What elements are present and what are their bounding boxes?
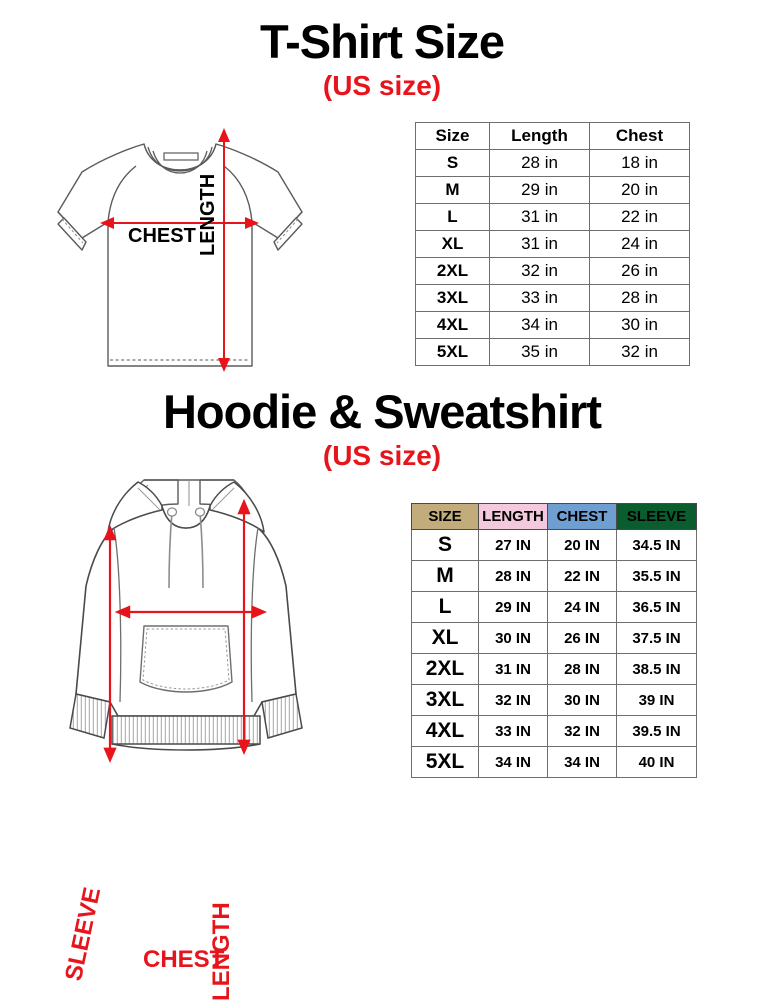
cell-length: 29 in <box>489 176 590 204</box>
hoodie-table-container: SIZE LENGTH CHEST SLEEVE S 27 IN 20 IN 3… <box>411 503 697 778</box>
cell-chest: 28 IN <box>547 653 617 685</box>
hoodie-size-table: SIZE LENGTH CHEST SLEEVE S 27 IN 20 IN 3… <box>411 503 697 778</box>
table-row: M 29 in 20 in <box>415 176 690 204</box>
cell-length: 27 IN <box>478 529 548 561</box>
cell-chest: 20 in <box>589 176 690 204</box>
table-row: 2XL 31 IN 28 IN 38.5 IN <box>411 653 697 685</box>
cell-size: 4XL <box>411 715 479 747</box>
table-row: S 28 in 18 in <box>415 149 690 177</box>
cell-size: 4XL <box>415 311 490 339</box>
cell-chest: 32 IN <box>547 715 617 747</box>
tshirt-length-label: LENGTH <box>197 173 219 256</box>
tshirt-title: T-Shirt Size <box>260 15 505 68</box>
table-row: 3XL 33 in 28 in <box>415 284 690 312</box>
cell-length: 34 IN <box>478 746 548 778</box>
cell-chest: 22 IN <box>547 560 617 592</box>
cell-size: XL <box>415 230 490 258</box>
cell-size: 2XL <box>411 653 479 685</box>
cell-chest: 30 IN <box>547 684 617 716</box>
cell-sleeve: 35.5 IN <box>616 560 697 592</box>
cell-length: 34 in <box>489 311 590 339</box>
cell-sleeve: 37.5 IN <box>616 622 697 654</box>
table-row: XL 30 IN 26 IN 37.5 IN <box>411 622 697 654</box>
th-length: LENGTH <box>478 503 548 530</box>
table-row: M 28 IN 22 IN 35.5 IN <box>411 560 697 592</box>
hoodie-subtitle: (US size) <box>322 440 442 471</box>
cell-length: 30 IN <box>478 622 548 654</box>
cell-size: S <box>415 149 490 177</box>
cell-length: 29 IN <box>478 591 548 623</box>
cell-size: L <box>411 591 479 623</box>
cell-length: 28 in <box>489 149 590 177</box>
th-sleeve: SLEEVE <box>616 503 697 530</box>
th-chest: CHEST <box>547 503 617 530</box>
hoodie-section: Hoodie & Sweatshirt (US size) <box>0 388 764 1001</box>
cell-size: 3XL <box>415 284 490 312</box>
cell-size: L <box>415 203 490 231</box>
table-row: S 27 IN 20 IN 34.5 IN <box>411 529 697 561</box>
cell-length: 31 in <box>489 230 590 258</box>
cell-size: S <box>411 529 479 561</box>
hoodie-length-label: LENGTH <box>208 902 235 1001</box>
table-row: L 29 IN 24 IN 36.5 IN <box>411 591 697 623</box>
table-header-row: Size Length Chest <box>415 122 690 150</box>
table-row: 2XL 32 in 26 in <box>415 257 690 285</box>
hoodie-illustration <box>69 479 303 763</box>
th-size: Size <box>415 122 490 150</box>
cell-chest: 32 in <box>589 338 690 366</box>
tshirt-title-block: T-Shirt Size (US size) <box>0 18 764 100</box>
cell-chest: 20 IN <box>547 529 617 561</box>
th-length: Length <box>489 122 590 150</box>
table-row: 4XL 34 in 30 in <box>415 311 690 339</box>
th-chest: Chest <box>589 122 690 150</box>
table-row: 5XL 35 in 32 in <box>415 338 690 366</box>
cell-chest: 24 in <box>589 230 690 258</box>
cell-size: XL <box>411 622 479 654</box>
cell-length: 32 IN <box>478 684 548 716</box>
cell-chest: 22 in <box>589 203 690 231</box>
cell-size: M <box>411 560 479 592</box>
cell-size: M <box>415 176 490 204</box>
table-row: L 31 in 22 in <box>415 203 690 231</box>
cell-chest: 18 in <box>589 149 690 177</box>
cell-chest: 28 in <box>589 284 690 312</box>
cell-size: 5XL <box>411 746 479 778</box>
cell-sleeve: 39.5 IN <box>616 715 697 747</box>
cell-sleeve: 34.5 IN <box>616 529 697 561</box>
cell-chest: 24 IN <box>547 591 617 623</box>
th-size: SIZE <box>411 503 479 530</box>
cell-length: 33 IN <box>478 715 548 747</box>
cell-sleeve: 39 IN <box>616 684 697 716</box>
cell-chest: 30 in <box>589 311 690 339</box>
cell-chest: 26 in <box>589 257 690 285</box>
cell-length: 35 in <box>489 338 590 366</box>
table-row: XL 31 in 24 in <box>415 230 690 258</box>
tshirt-size-table: Size Length Chest S 28 in 18 in M 29 in … <box>415 122 690 366</box>
cell-length: 32 in <box>489 257 590 285</box>
cell-sleeve: 38.5 IN <box>616 653 697 685</box>
cell-length: 31 IN <box>478 653 548 685</box>
table-header-row: SIZE LENGTH CHEST SLEEVE <box>411 503 697 530</box>
tshirt-chest-label: CHEST <box>128 225 196 247</box>
table-row: 3XL 32 IN 30 IN 39 IN <box>411 684 697 716</box>
hoodie-sleeve-label: SLEEVE <box>60 884 107 984</box>
cell-chest: 26 IN <box>547 622 617 654</box>
cell-length: 33 in <box>489 284 590 312</box>
tshirt-table-container: Size Length Chest S 28 in 18 in M 29 in … <box>415 122 690 366</box>
table-row: 5XL 34 IN 34 IN 40 IN <box>411 746 697 778</box>
cell-length: 28 IN <box>478 560 548 592</box>
hoodie-title: Hoodie & Sweatshirt <box>162 385 602 438</box>
cell-chest: 34 IN <box>547 746 617 778</box>
cell-size: 2XL <box>415 257 490 285</box>
cell-sleeve: 40 IN <box>616 746 697 778</box>
cell-sleeve: 36.5 IN <box>616 591 697 623</box>
tshirt-section: T-Shirt Size (US size) <box>0 18 764 372</box>
cell-size: 5XL <box>415 338 490 366</box>
tshirt-illustration <box>57 128 303 372</box>
cell-size: 3XL <box>411 684 479 716</box>
table-row: 4XL 33 IN 32 IN 39.5 IN <box>411 715 697 747</box>
tshirt-subtitle: (US size) <box>322 70 442 101</box>
hoodie-title-block: Hoodie & Sweatshirt (US size) <box>0 388 764 470</box>
cell-length: 31 in <box>489 203 590 231</box>
